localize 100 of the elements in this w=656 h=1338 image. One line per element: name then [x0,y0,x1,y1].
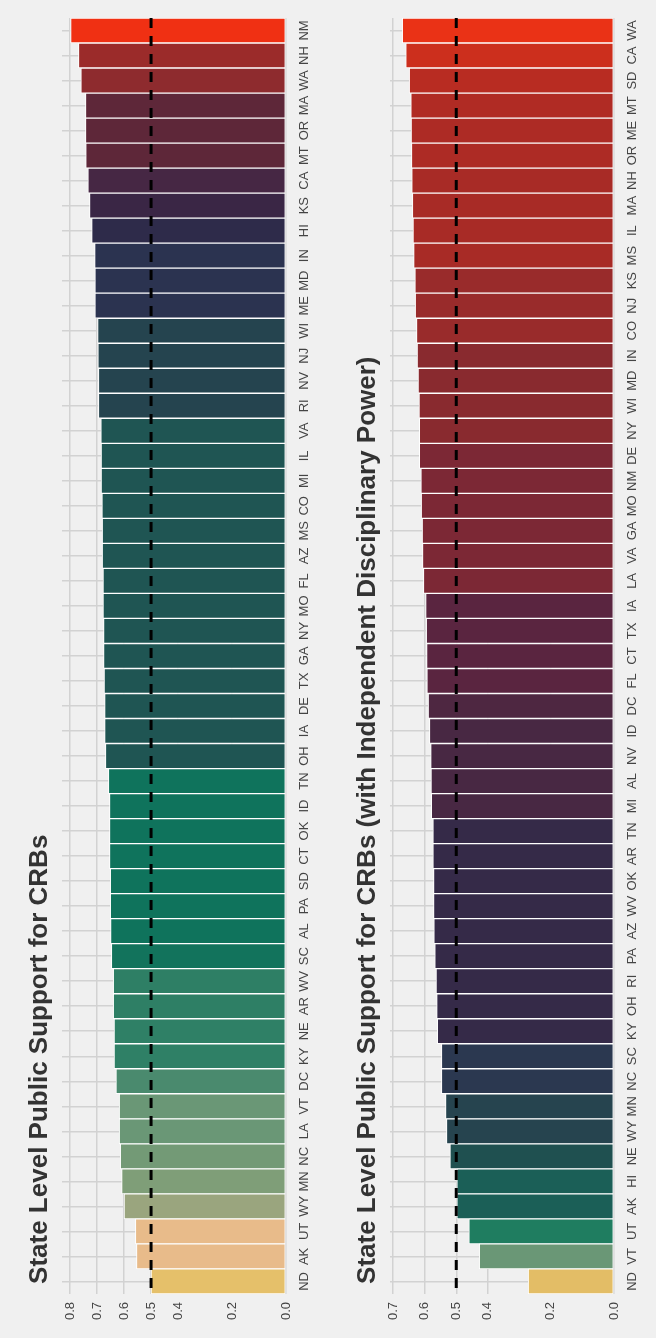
x-tick-label: 0.7 [88,1301,104,1321]
x-tick-label: 0.0 [277,1301,293,1321]
y-tick-label: LA [623,572,639,589]
y-tick-label: WV [623,895,639,917]
y-tick-label: ME [623,120,639,141]
y-tick-label: TX [623,622,639,640]
y-tick-label: AR [295,997,311,1016]
x-tick-label: 0.4 [479,1301,495,1321]
y-tick-label: VA [295,422,311,439]
y-tick-label: IA [295,724,311,738]
y-tick-label: NY [623,421,639,440]
y-tick-label: NH [623,171,639,191]
y-tick-label: MO [623,495,639,517]
y-tick-label: NE [295,1021,311,1041]
x-tick-label: 0.2 [223,1301,239,1321]
y-tick-label: CT [623,647,639,665]
y-tick-label: NJ [623,297,639,314]
y-tick-label: AL [295,923,311,940]
y-tick-label: DE [623,446,639,465]
x-tick-label: 0.5 [142,1301,158,1321]
y-tick-label: KY [295,1047,311,1065]
x-tick-label: 0.7 [384,1301,400,1321]
y-tick-label: ID [295,799,311,813]
y-tick-label: CA [295,171,311,190]
y-tick-label: NC [623,1071,639,1091]
y-tick-label: IN [295,249,311,263]
y-tick-label: SD [623,71,639,90]
x-tick-label: 0.6 [416,1301,432,1321]
y-tick-label: AK [295,1247,311,1266]
y-tick-label: CT [295,847,311,865]
y-tick-label: MT [295,146,311,165]
y-tick-label: IA [623,599,639,613]
y-tick-label: LA [295,1123,311,1140]
y-tick-label: WI [623,397,639,414]
y-tick-label: NM [295,20,311,41]
y-tick-label: OH [623,996,639,1016]
y-tick-label: UT [295,1222,311,1241]
y-tick-label: ND [623,1272,639,1291]
y-tick-label: GA [295,646,311,666]
y-tick-label: GA [623,521,639,541]
y-tick-label: RI [623,974,639,988]
y-tick-label: WY [295,1195,311,1217]
y-tick-label: AR [623,847,639,866]
x-tick-label: 0.4 [169,1301,185,1321]
y-tick-label: TN [295,772,311,790]
y-tick-label: NE [623,1146,639,1166]
x-tick-label: 0.2 [542,1301,558,1321]
y-tick-label: KS [623,271,639,290]
y-tick-label: FL [295,573,311,589]
y-tick-label: WI [295,322,311,339]
y-tick-label: MT [623,96,639,115]
y-tick-label: SC [623,1047,639,1066]
y-tick-label: DE [295,696,311,716]
y-tick-label: TX [295,672,311,690]
y-tick-label: WV [295,970,311,992]
y-tick-label: UT [623,1222,639,1241]
y-tick-label: MD [295,270,311,291]
y-tick-label: KS [295,196,311,215]
y-tick-label: FL [623,673,639,689]
y-tick-label: AL [623,773,639,790]
x-tick-label: 0.5 [447,1301,463,1321]
y-tick-label: MN [295,1171,311,1192]
y-tick-label: CO [623,320,639,341]
y-tick-label: VA [623,547,639,565]
y-tick-label: OR [295,120,311,141]
y-tick-label: WA [623,19,639,41]
y-tick-label: RI [295,399,311,413]
y-tick-label: CO [295,496,311,516]
y-tick-label: AK [623,1197,639,1216]
y-tick-label: DC [295,1071,311,1091]
y-tick-label: TN [623,822,639,840]
y-tick-label: NJ [295,347,311,364]
y-tick-label: MS [295,520,311,541]
y-tick-label: NV [623,746,639,766]
y-tick-label: AZ [295,547,311,565]
y-tick-label: MS [623,245,639,266]
y-tick-label: IL [295,450,311,462]
y-tick-label: ND [295,1272,311,1291]
y-tick-label: AZ [623,922,639,940]
y-tick-label: VT [623,1248,639,1265]
y-tick-label: MI [295,473,311,489]
y-tick-label: OK [623,871,639,891]
y-tick-label: SD [295,872,311,891]
y-tick-label: NC [295,1146,311,1166]
y-tick-label: OH [295,746,311,766]
y-tick-label: VT [295,1097,311,1115]
y-tick-label: MA [623,195,639,216]
y-tick-label: NH [295,46,311,65]
y-tick-label: MI [623,798,639,814]
y-tick-label: MA [295,95,311,116]
y-tick-label: SC [295,947,311,966]
y-tick-label: HI [623,1174,639,1188]
y-tick-label: HI [295,224,311,238]
y-tick-label: NM [623,470,639,491]
y-tick-label: IN [623,349,639,363]
x-tick-label: 0.0 [605,1301,621,1321]
y-tick-label: KY [623,1022,639,1040]
y-tick-label: MN [623,1096,639,1117]
y-tick-label: OK [295,821,311,841]
y-tick-label: MO [295,595,311,617]
